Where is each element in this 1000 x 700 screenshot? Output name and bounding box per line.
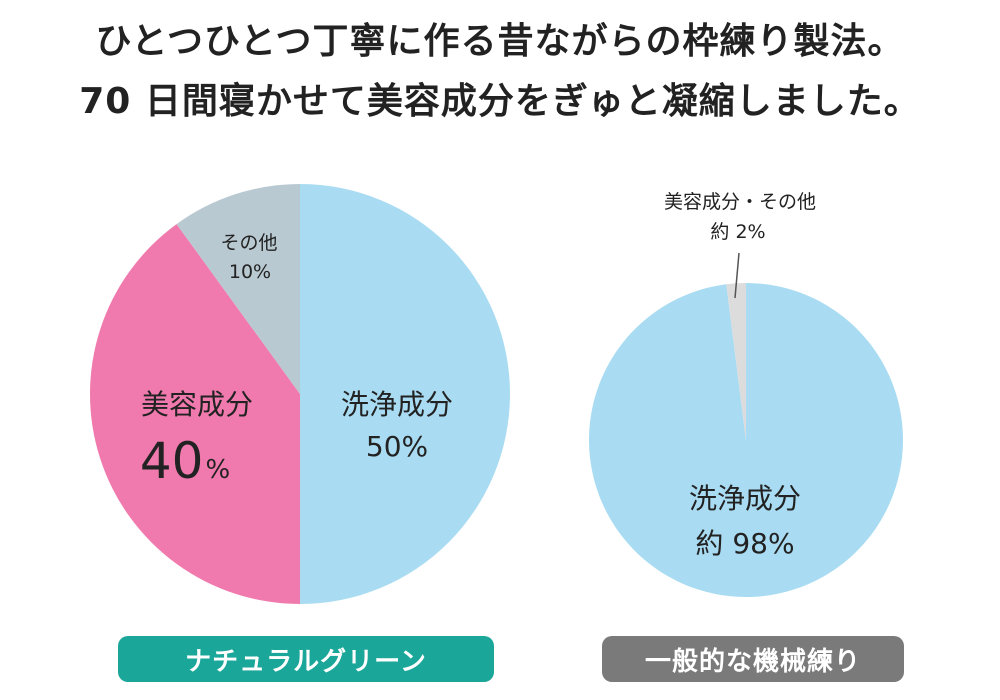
- right-pie-slice-0: [589, 283, 904, 597]
- label-cleansing-name: 洗浄成分: [341, 388, 453, 421]
- right-pie-slice-1: [726, 283, 746, 440]
- label-right-cleansing-value: 約 98%: [695, 527, 794, 560]
- label-other-value: 10%: [229, 261, 271, 283]
- label-other-name: その他: [220, 232, 277, 254]
- label-cleansing-value: 50%: [366, 430, 428, 463]
- badge-machine-milled: 一般的な機械練り: [602, 636, 904, 682]
- label-beauty-number: 40: [140, 432, 204, 490]
- leader-line: [734, 252, 740, 299]
- pie-chart-machine-milled: [589, 283, 904, 597]
- label-beauty-unit: %: [205, 455, 230, 485]
- label-right-small-name: 美容成分・その他: [664, 191, 816, 213]
- left-pie-slice-1: [89, 224, 300, 604]
- badge-natural-green: ナチュラルグリーン: [118, 636, 494, 682]
- label-beauty-name: 美容成分: [141, 388, 253, 421]
- label-right-small-value: 約 2%: [710, 221, 765, 243]
- pie-chart-natural-green: [89, 184, 510, 604]
- left-pie-slice-2: [176, 184, 300, 394]
- headline-line-2: 70 日間寝かせて美容成分をぎゅと凝縮しました。: [79, 81, 921, 122]
- left-pie-slice-0: [300, 184, 510, 604]
- headline-line-1: ひとつひとつ丁寧に作る昔ながらの枠練り製法。: [95, 21, 905, 62]
- label-beauty-value: 40%: [140, 432, 230, 490]
- label-right-cleansing-name: 洗浄成分: [689, 482, 801, 515]
